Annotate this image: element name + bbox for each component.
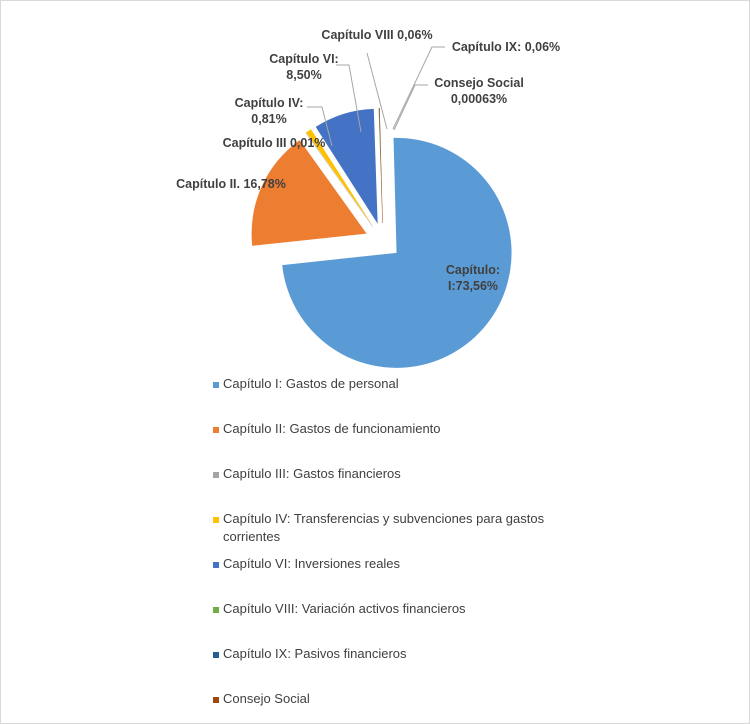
- leader-line-7: [392, 46, 445, 130]
- legend-item: Capítulo IV: Transferencias y subvencion…: [213, 510, 573, 546]
- legend-swatch: [213, 427, 219, 433]
- pie-slice-6: [378, 108, 383, 224]
- data-label-1: Capítulo: I:73,56%: [446, 263, 500, 293]
- pie-slice-8: [379, 108, 383, 224]
- data-label-8: Consejo Social 0,00063%: [434, 76, 524, 106]
- legend-swatch: [213, 697, 219, 703]
- legend-item: Capítulo I: Gastos de personal: [213, 375, 573, 393]
- data-label-6: Capítulo VIII 0,06%: [321, 28, 432, 42]
- legend-item: Capítulo III: Gastos financieros: [213, 465, 573, 483]
- legend-label: Capítulo VI: Inversiones reales: [223, 556, 401, 571]
- pie-slice-4: [306, 129, 373, 227]
- data-label-7: Capítulo IX: 0,06%: [452, 40, 560, 54]
- legend-item: Capítulo IX: Pasivos financieros: [213, 645, 573, 663]
- legend-label: Capítulo III: Gastos financieros: [223, 466, 401, 481]
- legend-label: Capítulo IV: Transferencias y subvencion…: [223, 511, 545, 544]
- data-label-3: Capítulo III 0,01%: [223, 136, 326, 150]
- pie-slice-5: [315, 108, 378, 224]
- legend-swatch: [213, 517, 219, 523]
- legend-item: Capítulo II: Gastos de funcionamiento: [213, 420, 573, 438]
- legend-label: Capítulo IX: Pasivos financieros: [223, 646, 407, 661]
- legend-item: Consejo Social: [213, 690, 573, 708]
- legend-swatch: [213, 607, 219, 613]
- data-label-4: Capítulo IV: 0,81%: [235, 96, 304, 126]
- legend-label: Capítulo VIII: Variación activos financi…: [223, 601, 466, 616]
- legend-item: Capítulo VIII: Variación activos financi…: [213, 600, 573, 618]
- legend-label: Capítulo I: Gastos de personal: [223, 376, 399, 391]
- pie-slice-3: [305, 132, 373, 227]
- legend-swatch: [213, 652, 219, 658]
- pie-slice-1: [282, 137, 512, 368]
- legend-label: Consejo Social: [223, 691, 310, 706]
- pie-slice-2: [251, 140, 367, 246]
- legend-label: Capítulo II: Gastos de funcionamiento: [223, 421, 441, 436]
- legend-item: Capítulo VI: Inversiones reales: [213, 555, 573, 573]
- legend-swatch: [213, 472, 219, 478]
- data-label-2: Capítulo II. 16,78%: [176, 177, 286, 191]
- leader-line-8: [393, 84, 428, 131]
- legend-swatch: [213, 562, 219, 568]
- leader-line-5: [336, 64, 362, 133]
- leader-line-4: [307, 106, 333, 147]
- data-label-5: Capítulo VI: 8,50%: [269, 52, 338, 82]
- leader-line-6: [366, 52, 388, 130]
- legend-swatch: [213, 382, 219, 388]
